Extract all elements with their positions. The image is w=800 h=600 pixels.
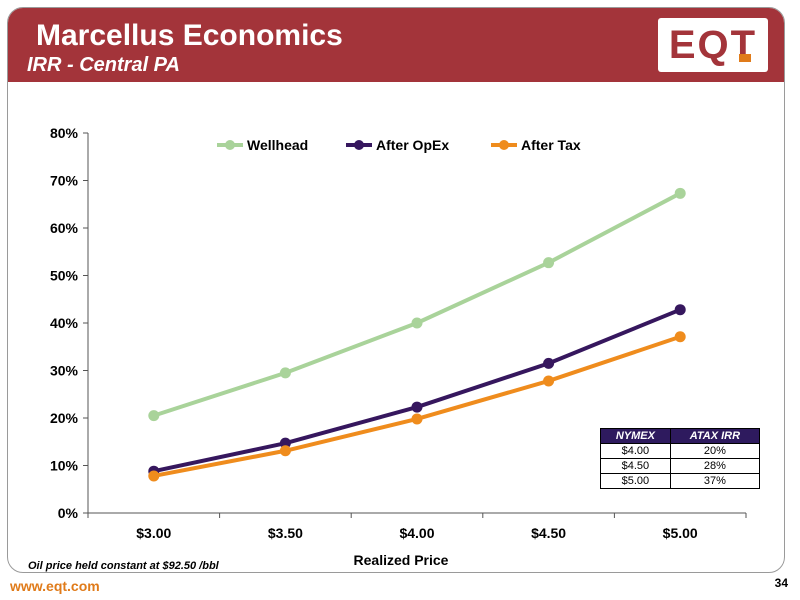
data-point xyxy=(279,367,291,379)
table-cell-price: $5.00 xyxy=(600,473,671,489)
eqt-logo: EQT xyxy=(658,18,768,72)
data-point xyxy=(411,413,423,425)
nymex-irr-table: NYMEX ATAX IRR $4.00 20% $4.50 28% $5.00… xyxy=(600,428,761,489)
x-tick-label: $3.00 xyxy=(136,525,171,541)
legend-label: After OpEx xyxy=(376,137,449,153)
y-tick-label: 30% xyxy=(50,363,79,379)
x-tick-label: $4.00 xyxy=(399,525,434,541)
y-tick-label: 20% xyxy=(50,410,79,426)
y-tick-label: 60% xyxy=(50,220,79,236)
y-tick-label: 80% xyxy=(50,125,79,141)
data-point xyxy=(148,470,160,482)
data-point xyxy=(279,437,291,449)
logo-accent-mark xyxy=(739,54,751,62)
legend-swatch-marker xyxy=(499,140,509,150)
x-axis-title: Realized Price xyxy=(354,552,449,568)
legend-swatch-marker xyxy=(354,140,364,150)
data-point xyxy=(674,331,686,343)
data-point xyxy=(674,304,686,316)
legend-label: Wellhead xyxy=(247,137,308,153)
table-cell-price: $4.50 xyxy=(600,458,671,474)
x-tick-label: $5.00 xyxy=(663,525,698,541)
table-header-atax-irr: ATAX IRR xyxy=(669,428,761,444)
slide-frame: Marcellus Economics IRR - Central PA EQT xyxy=(7,7,785,573)
data-point xyxy=(543,257,555,269)
y-tick-label: 10% xyxy=(50,458,79,474)
table-header-nymex: NYMEX xyxy=(600,428,671,444)
legend-label: After Tax xyxy=(521,137,581,153)
data-point xyxy=(674,187,686,199)
table-cell-irr: 28% xyxy=(669,458,761,474)
y-tick-label: 70% xyxy=(50,173,79,189)
page-number: 34 xyxy=(774,576,788,590)
data-point xyxy=(543,357,555,369)
data-point xyxy=(279,445,291,457)
data-point xyxy=(543,375,555,387)
website-link[interactable]: www.eqt.com xyxy=(10,578,100,594)
table-cell-irr: 20% xyxy=(669,443,761,459)
data-point xyxy=(148,410,160,422)
y-tick-label: 40% xyxy=(50,315,79,331)
legend-swatch-marker xyxy=(225,140,235,150)
oil-price-footnote: Oil price held constant at $92.50 /bbl xyxy=(28,560,219,572)
y-tick-label: 50% xyxy=(50,268,79,284)
data-point xyxy=(411,317,423,329)
slide-subtitle: IRR - Central PA xyxy=(27,54,180,76)
table-cell-irr: 37% xyxy=(669,473,761,489)
table-row: $5.00 37% xyxy=(600,473,761,489)
slide-title: Marcellus Economics xyxy=(36,19,343,52)
table-row: $4.00 20% xyxy=(600,443,761,459)
series-line-0 xyxy=(153,191,682,418)
table-row: $4.50 28% xyxy=(600,458,761,474)
x-tick-label: $3.50 xyxy=(268,525,303,541)
title-banner: Marcellus Economics IRR - Central PA EQT xyxy=(8,8,784,82)
table-cell-price: $4.00 xyxy=(600,443,671,459)
y-tick-label: 0% xyxy=(58,505,79,521)
x-tick-label: $4.50 xyxy=(531,525,566,541)
data-point xyxy=(411,401,423,413)
